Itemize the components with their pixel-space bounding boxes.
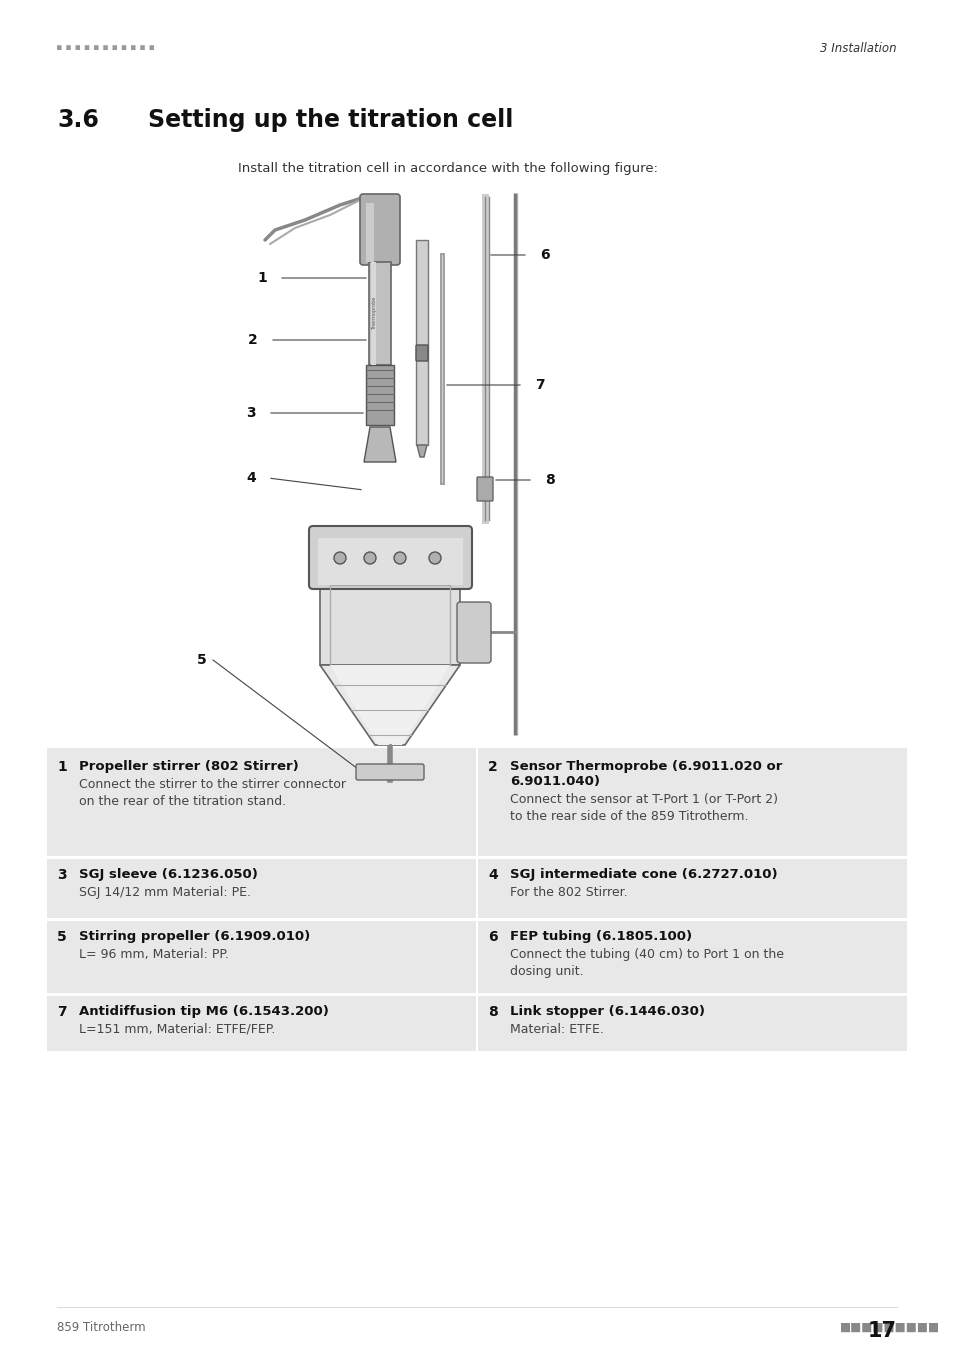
Circle shape <box>429 552 440 564</box>
Text: For the 802 Stirrer.: For the 802 Stirrer. <box>510 886 627 899</box>
Bar <box>47 918 906 921</box>
Bar <box>47 994 476 1052</box>
Bar <box>477 918 906 994</box>
Bar <box>319 585 459 666</box>
Bar <box>371 262 375 365</box>
Text: 1: 1 <box>57 760 67 774</box>
Text: 4: 4 <box>246 471 255 485</box>
Text: 8: 8 <box>544 472 554 487</box>
Text: 6: 6 <box>539 248 549 262</box>
Text: Propeller stirrer (802 Stirrer): Propeller stirrer (802 Stirrer) <box>79 760 298 774</box>
Text: Link stopper (6.1446.030): Link stopper (6.1446.030) <box>510 1004 704 1018</box>
Circle shape <box>364 552 375 564</box>
Text: 8: 8 <box>488 1004 497 1019</box>
Circle shape <box>394 552 406 564</box>
Text: Connect the sensor at T-Port 1 (or T-Port 2)
to the rear side of the 859 Titroth: Connect the sensor at T-Port 1 (or T-Por… <box>510 792 778 824</box>
Bar <box>47 856 476 918</box>
Text: Connect the stirrer to the stirrer connector
on the rear of the titration stand.: Connect the stirrer to the stirrer conne… <box>79 778 346 809</box>
Bar <box>416 240 428 446</box>
Text: 2: 2 <box>488 760 497 774</box>
FancyBboxPatch shape <box>355 764 423 780</box>
Text: Install the titration cell in accordance with the following figure:: Install the titration cell in accordance… <box>237 162 658 176</box>
Text: 7: 7 <box>57 1004 67 1019</box>
Bar <box>330 585 450 666</box>
Bar <box>477 994 906 1052</box>
Text: 5: 5 <box>197 653 207 667</box>
FancyBboxPatch shape <box>476 477 493 501</box>
Text: L= 96 mm, Material: PP.: L= 96 mm, Material: PP. <box>79 948 229 961</box>
Bar <box>47 918 476 994</box>
Bar <box>369 262 391 365</box>
Text: 3.6: 3.6 <box>57 108 99 132</box>
Polygon shape <box>416 446 427 458</box>
Text: L=151 mm, Material: ETFE/FEP.: L=151 mm, Material: ETFE/FEP. <box>79 1023 275 1035</box>
Polygon shape <box>364 427 395 462</box>
Text: 4: 4 <box>488 868 497 882</box>
Bar <box>477 856 906 918</box>
Text: 5: 5 <box>57 930 67 944</box>
Bar <box>317 539 462 585</box>
Text: SGJ sleeve (6.1236.050): SGJ sleeve (6.1236.050) <box>79 868 257 882</box>
Bar <box>477 748 906 856</box>
Text: Material: ETFE.: Material: ETFE. <box>510 1023 603 1035</box>
Polygon shape <box>319 666 459 745</box>
Text: Connect the tubing (40 cm) to Port 1 on the
dosing unit.: Connect the tubing (40 cm) to Port 1 on … <box>510 948 783 977</box>
Text: 3: 3 <box>246 406 255 420</box>
FancyBboxPatch shape <box>456 602 491 663</box>
Text: SGJ intermediate cone (6.2727.010): SGJ intermediate cone (6.2727.010) <box>510 868 777 882</box>
Text: 17: 17 <box>867 1322 896 1341</box>
Text: 6: 6 <box>488 930 497 944</box>
Text: Thermoprobe: Thermoprobe <box>372 297 377 329</box>
Text: ■ ■ ■ ■ ■ ■ ■ ■ ■ ■ ■: ■ ■ ■ ■ ■ ■ ■ ■ ■ ■ ■ <box>57 43 158 53</box>
FancyBboxPatch shape <box>416 346 428 360</box>
Text: SGJ 14/12 mm Material: PE.: SGJ 14/12 mm Material: PE. <box>79 886 251 899</box>
Text: 2: 2 <box>248 333 257 347</box>
Text: 3: 3 <box>57 868 67 882</box>
Polygon shape <box>330 666 450 745</box>
Bar <box>366 202 374 262</box>
Bar <box>366 364 394 425</box>
Text: FEP tubing (6.1805.100): FEP tubing (6.1805.100) <box>510 930 691 944</box>
FancyBboxPatch shape <box>309 526 472 589</box>
Text: ■■■■■■■■■: ■■■■■■■■■ <box>840 1322 939 1334</box>
Text: Antidiffusion tip M6 (6.1543.200): Antidiffusion tip M6 (6.1543.200) <box>79 1004 329 1018</box>
Text: Setting up the titration cell: Setting up the titration cell <box>148 108 513 132</box>
Text: 1: 1 <box>257 271 267 285</box>
Text: Stirring propeller (6.1909.010): Stirring propeller (6.1909.010) <box>79 930 310 944</box>
Text: 3 Installation: 3 Installation <box>820 42 896 54</box>
Text: Sensor Thermoprobe (6.9011.020 or
6.9011.040): Sensor Thermoprobe (6.9011.020 or 6.9011… <box>510 760 781 788</box>
Bar <box>47 856 906 859</box>
Text: 7: 7 <box>535 378 544 392</box>
Bar <box>47 748 476 856</box>
Circle shape <box>334 552 346 564</box>
FancyBboxPatch shape <box>359 194 399 265</box>
Bar <box>47 994 906 996</box>
Text: 859 Titrotherm: 859 Titrotherm <box>57 1322 146 1334</box>
